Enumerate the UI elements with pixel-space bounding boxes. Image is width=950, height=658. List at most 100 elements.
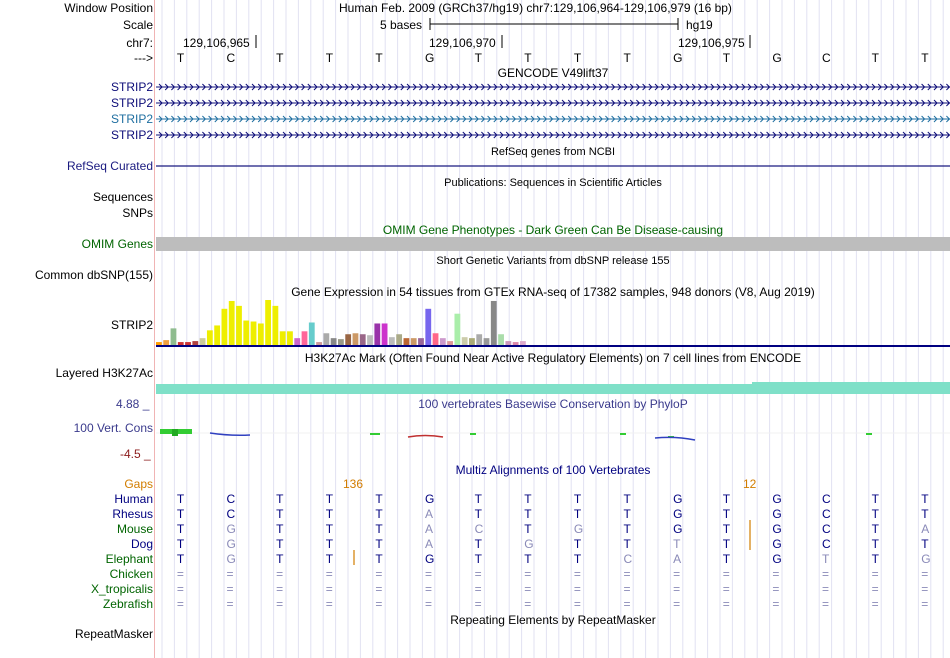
publications-snps-label[interactable]: SNPs [122,206,153,220]
alignment-base: T [623,537,631,551]
base-letter: T [176,51,185,65]
alignment-base: = [921,567,929,581]
alignment-base: = [722,567,730,581]
alignment-base: = [424,597,432,611]
gtex-bar [359,334,366,345]
species-label[interactable]: X_tropicalis [90,582,153,596]
gtex-bar [250,321,257,345]
alignment-base: = [226,567,234,581]
species-label[interactable]: Elephant [105,552,153,566]
alignment-base: G [226,522,236,536]
gencode-transcript-label[interactable]: STRIP2 [110,96,153,110]
gencode-track-title[interactable]: GENCODE V49lift37 [497,66,609,80]
gtex-bar [199,338,206,345]
alignment-base: C [821,522,831,536]
alignment-base: = [722,597,730,611]
alignment-base: G [772,522,782,536]
alignment-base: = [821,582,829,596]
species-label[interactable]: Human [114,492,153,506]
alignment-base: = [325,567,333,581]
alignment-base: G [424,552,435,566]
gtex-bar [257,323,264,345]
scale-text: 5 bases [380,18,423,32]
alignment-base: G [772,537,782,551]
alignment-base: C [226,507,236,521]
gtex-bar [156,342,162,345]
alignment-base: G [673,507,683,521]
strand-arrow [158,99,950,107]
strand-arrow [158,131,950,139]
gtex-bar [388,337,395,345]
alignment-base: T [276,552,284,566]
alignment-base: = [226,597,234,611]
gtex-bar [243,320,250,345]
alignment-base: = [673,582,681,596]
alignment-base: T [673,537,681,551]
gtex-bar [316,342,322,345]
h3k27ac-track-label[interactable]: Layered H3K27Ac [55,366,153,380]
alignment-base: T [176,522,185,536]
alignment-base: G [921,552,931,566]
species-label[interactable]: Chicken [109,567,153,581]
alignment-base: = [921,597,929,611]
gtex-bar [498,334,504,345]
dbsnp-track-title[interactable]: Short Genetic Variants from dbSNP releas… [436,255,670,267]
gtex-bar [214,325,221,345]
repeatmasker-track-title[interactable]: Repeating Elements by RepeatMasker [450,613,656,627]
refseq-track-title[interactable]: RefSeq genes from NCBI [490,146,616,158]
gtex-bar [396,334,403,345]
alignment-base: T [871,522,879,536]
position-label: 129,106,970 [429,36,496,50]
alignment-base: T [871,537,879,551]
alignment-base: = [573,567,581,581]
alignment-base: A [424,507,433,521]
alignment-base: T [375,507,383,521]
alignment-base: T [325,492,334,506]
h3k27ac-track-title[interactable]: H3K27Ac Mark (Often Found Near Active Re… [304,351,802,365]
multiz-gaps-label[interactable]: Gaps [124,477,153,491]
alignment-base: T [176,552,185,566]
gtex-bar [279,331,286,345]
omim-track-label[interactable]: OMIM Genes [81,237,153,251]
alignment-base: T [871,552,879,566]
gtex-bar [192,341,199,345]
repeatmasker-track-label[interactable]: RepeatMasker [74,627,153,641]
alignment-base: T [474,537,482,551]
alignment-base: C [821,537,831,551]
alignment-base: T [871,507,879,521]
refseq-track-label[interactable]: RefSeq Curated [66,159,153,173]
omim-track-title[interactable]: OMIM Gene Phenotypes - Dark Green Can Be… [382,223,724,237]
gtex-bar [272,305,279,345]
gtex-track-title[interactable]: Gene Expression in 54 tissues from GTEx … [291,285,815,299]
alignment-base: = [821,567,829,581]
species-label[interactable]: Dog [130,537,153,551]
gencode-transcript-label[interactable]: STRIP2 [110,128,153,142]
species-label[interactable]: Mouse [116,522,153,536]
phylop-track-label[interactable]: 100 Vert. Cons [73,421,153,435]
dbsnp-track-label[interactable]: Common dbSNP(155) [34,268,153,282]
alignment-base: C [821,492,831,506]
gtex-bar [505,341,512,345]
publications-sequences-label[interactable]: Sequences [92,190,153,204]
chrom-label: chr7: [126,36,153,50]
window-position-value: Human Feb. 2009 (GRCh37/hg19) chr7:129,1… [339,1,732,15]
gencode-transcript-label[interactable]: STRIP2 [110,80,153,94]
alignment-base: T [276,537,284,551]
publications-track-title[interactable]: Publications: Sequences in Scientific Ar… [444,177,662,189]
species-label[interactable]: Rhesus [112,507,153,521]
multiz-track-title[interactable]: Multiz Alignments of 100 Vertebrates [455,463,651,477]
species-label[interactable]: Zebrafish [102,597,153,611]
alignment-base: = [673,567,681,581]
gtex-track-label[interactable]: STRIP2 [110,318,153,332]
alignment-base: A [424,522,433,536]
base-letter: T [524,51,532,65]
gencode-transcript-label[interactable]: STRIP2 [110,112,153,126]
gtex-bar [330,338,337,345]
alignment-base: = [772,567,780,581]
alignment-base: = [871,582,879,596]
alignment-base: = [871,597,879,611]
phylop-bar [470,433,476,435]
h3k27ac-signal [156,384,950,394]
phylop-track-title[interactable]: 100 vertebrates Basewise Conservation by… [418,397,688,411]
base-letter: T [474,51,482,65]
